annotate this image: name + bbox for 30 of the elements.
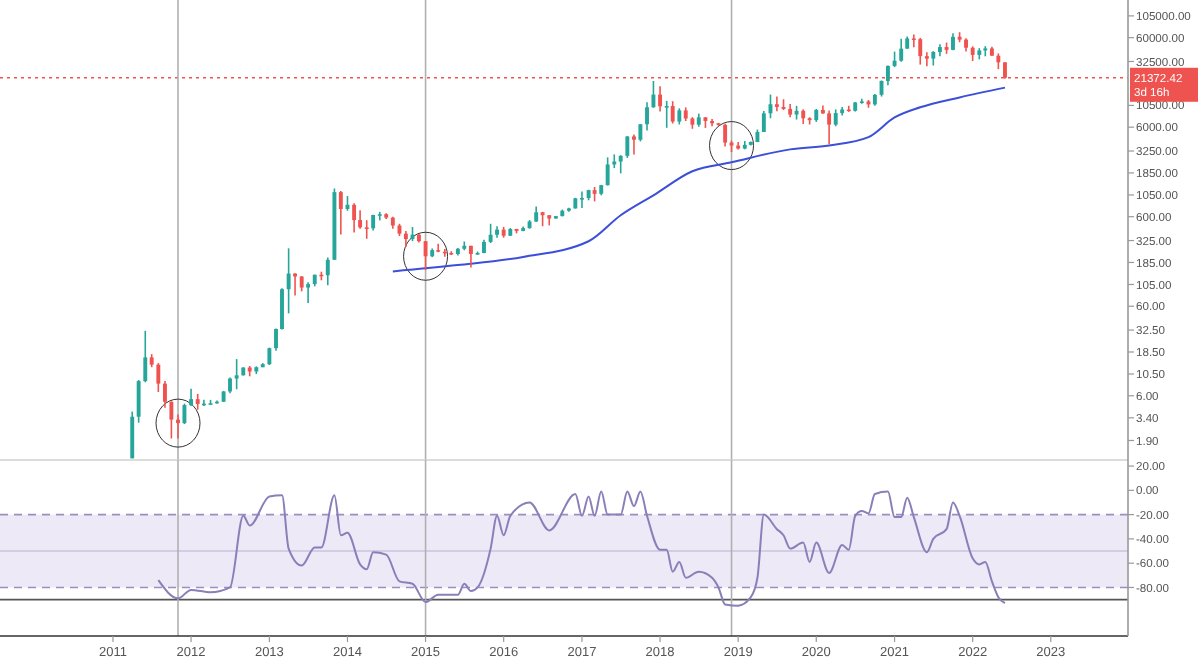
- candlestick: [306, 281, 311, 304]
- candlestick: [488, 223, 493, 244]
- candlestick: [618, 154, 623, 175]
- candlestick: [605, 156, 610, 187]
- candlestick: [827, 109, 832, 146]
- candlestick: [918, 37, 923, 66]
- candlestick: [234, 358, 239, 391]
- candlestick: [580, 190, 584, 209]
- candlestick: [130, 410, 135, 460]
- candlestick: [423, 240, 428, 271]
- candlestick: [645, 101, 649, 132]
- candlestick: [364, 219, 369, 240]
- candlestick: [774, 95, 779, 112]
- candlestick: [632, 133, 636, 156]
- candlestick: [983, 45, 988, 58]
- line-series: [157, 490, 1006, 607]
- candlestick: [358, 209, 363, 230]
- candlestick: [338, 190, 343, 236]
- candlestick: [156, 362, 161, 393]
- candlestick: [352, 202, 357, 234]
- candlestick: [658, 85, 663, 113]
- candlestick: [670, 100, 675, 125]
- candlestick: [182, 402, 187, 425]
- candlestick: [723, 122, 728, 148]
- candlestick: [924, 51, 929, 67]
- candlestick: [625, 135, 630, 159]
- candlestick: [664, 100, 669, 129]
- candlestick: [899, 37, 904, 63]
- candlestick: [286, 247, 291, 315]
- line-series: [391, 86, 1006, 273]
